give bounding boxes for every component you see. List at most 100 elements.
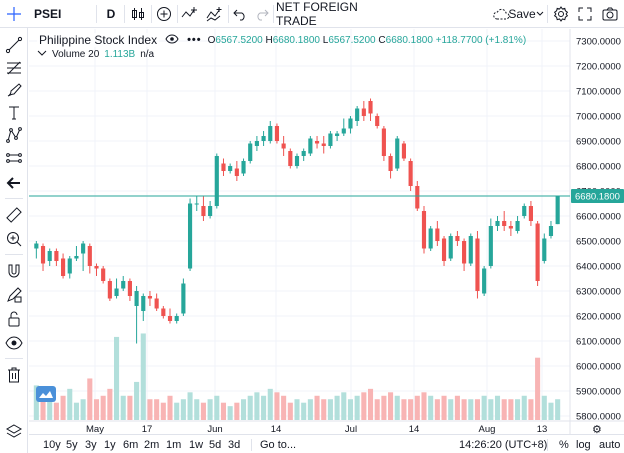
volume-bar <box>421 392 427 420</box>
x-tick-label: 14 <box>271 424 282 434</box>
candle-body <box>67 258 72 274</box>
log-toggle[interactable]: log <box>576 439 591 451</box>
volume-bar <box>461 399 467 420</box>
volume-bar <box>428 395 434 420</box>
auto-toggle[interactable]: auto <box>599 439 621 451</box>
candle-body <box>94 266 99 269</box>
candle-body <box>181 283 186 314</box>
layers-icon[interactable] <box>2 420 26 442</box>
range-1m[interactable]: 1m <box>166 439 182 451</box>
range-5y[interactable]: 5y <box>66 439 78 451</box>
net-foreign-trade-button[interactable]: NET FOREIGN TRADE <box>276 0 358 28</box>
candle-body <box>488 226 493 266</box>
volume-bar <box>107 388 113 420</box>
candle-body <box>462 241 467 264</box>
brush-icon[interactable] <box>2 79 26 101</box>
volume-bar <box>247 395 253 420</box>
candle-body <box>174 316 179 321</box>
candle-body <box>154 298 159 309</box>
fib-icon[interactable] <box>2 57 26 79</box>
redo-icon[interactable] <box>251 0 273 28</box>
eye-icon[interactable] <box>2 332 26 354</box>
candle-body <box>214 156 219 206</box>
settings-icon[interactable] <box>549 0 573 28</box>
zoom-in-icon[interactable] <box>2 228 26 250</box>
candle-body <box>475 238 480 291</box>
volume-bar <box>361 392 367 420</box>
range-10y[interactable]: 10y <box>43 439 61 451</box>
volume-bar <box>521 395 527 420</box>
x-tick-label: 13 <box>537 424 548 434</box>
pattern-icon[interactable] <box>2 124 26 146</box>
volume-label: Volume 20 <box>52 48 100 60</box>
eye-legend-icon[interactable] <box>165 33 179 47</box>
range-5d[interactable]: 5d <box>209 439 222 451</box>
chevron-down-icon[interactable] <box>534 0 546 28</box>
volume-bar <box>281 395 287 420</box>
undo-icon[interactable] <box>229 0 251 28</box>
symbol-search[interactable]: PSEI <box>34 0 94 28</box>
y-tick-label: 6300.0000 <box>576 287 621 298</box>
candle-body <box>221 163 226 171</box>
volume-bar <box>187 392 193 420</box>
candle-body <box>548 226 554 236</box>
more-icon[interactable]: ••• <box>187 34 202 46</box>
volume-bar <box>307 399 313 420</box>
save-button[interactable]: Save <box>508 7 536 21</box>
add-symbol-icon[interactable] <box>152 0 176 28</box>
candle-body <box>40 246 46 264</box>
x-tick-label: May <box>86 424 104 434</box>
volume-bar <box>541 395 547 420</box>
volume-bar <box>254 392 260 420</box>
volume-bar <box>207 399 213 420</box>
candle-body <box>241 161 246 174</box>
lock-icon[interactable] <box>2 308 26 330</box>
range-3y[interactable]: 3y <box>85 439 97 451</box>
indicators-icon[interactable] <box>203 0 227 28</box>
crosshair-top-icon[interactable] <box>0 0 28 28</box>
volume-bar <box>515 399 521 420</box>
symbol-label: PSEI <box>34 7 62 21</box>
collapse-legend-icon[interactable] <box>37 49 47 60</box>
lock-drawing-icon[interactable] <box>2 284 26 306</box>
candle-body <box>395 138 400 169</box>
percent-toggle[interactable]: % <box>559 439 569 451</box>
volume-bar <box>347 399 354 420</box>
candle-body <box>101 268 106 281</box>
range-2m[interactable]: 2m <box>144 439 160 451</box>
text-icon[interactable] <box>2 102 26 124</box>
candle-body <box>335 133 340 136</box>
candlestick-chart[interactable]: 7300.0000 7200.0000 7100.0000 7000.0000 6900… <box>29 29 624 434</box>
goto-button[interactable]: Go to... <box>260 439 297 451</box>
volume-bar <box>294 399 300 420</box>
arrow-back-icon[interactable] <box>2 172 26 194</box>
volume-bar <box>40 392 46 420</box>
camera-icon[interactable] <box>598 0 622 28</box>
candles-icon[interactable] <box>126 0 150 28</box>
y-tick-label: 6100.0000 <box>576 337 621 348</box>
x-tick-label: Aug <box>479 424 496 434</box>
range-1y[interactable]: 1y <box>104 439 116 451</box>
candle-body <box>308 138 313 154</box>
trash-icon[interactable] <box>2 364 26 386</box>
fullscreen-icon[interactable] <box>573 0 597 28</box>
y-tick-label: 7300.0000 <box>576 37 621 48</box>
interval-button[interactable]: D <box>106 7 116 21</box>
magnet-icon[interactable] <box>2 260 26 282</box>
compare-icon[interactable] <box>178 0 202 28</box>
chart-pane[interactable]: 7300.0000 7200.0000 7100.0000 7000.0000 6900… <box>29 29 624 434</box>
trend-line-icon[interactable] <box>2 34 26 56</box>
range-1w[interactable]: 1w <box>189 439 204 451</box>
range-6m[interactable]: 6m <box>123 439 139 451</box>
volume-bar <box>234 402 240 420</box>
ruler-icon[interactable] <box>2 204 26 226</box>
candle-body <box>522 206 527 216</box>
candle-body <box>134 291 139 306</box>
candle-body <box>288 151 293 166</box>
y-tick-label: 6400.0000 <box>576 262 621 273</box>
candle-body <box>528 206 533 221</box>
volume-bar <box>147 399 153 420</box>
candle-body <box>375 116 380 126</box>
range-3d[interactable]: 3d <box>228 439 241 451</box>
measure-icon[interactable] <box>2 147 26 169</box>
